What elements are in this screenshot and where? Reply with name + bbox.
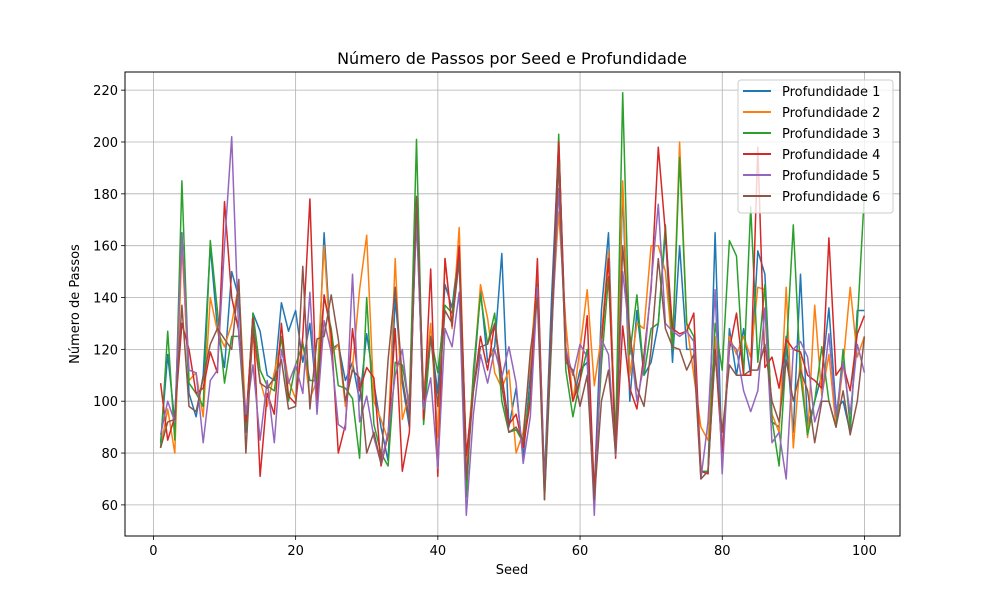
y-tick-label: 80: [101, 447, 118, 462]
y-tick-label: 100: [93, 395, 118, 410]
legend-entry-label: Profundidade 3: [782, 127, 880, 142]
series-line-6: [159, 161, 866, 501]
legend-entry-label: Profundidade 4: [782, 148, 880, 163]
legend-entry-label: Profundidade 2: [782, 106, 880, 121]
y-tick-label: 160: [93, 240, 118, 255]
x-tick-label: 0: [149, 544, 157, 559]
series-line-2: [159, 141, 866, 488]
y-tick-label: 120: [93, 343, 118, 358]
y-tick-label: 60: [101, 499, 118, 514]
y-tick-label: 140: [93, 292, 118, 307]
x-tick-label: 40: [430, 544, 447, 559]
legend-entry-label: Profundidade 1: [782, 85, 880, 100]
x-tick-label: 60: [572, 544, 589, 559]
plot-frame: [124, 71, 901, 537]
y-tick-label: 220: [93, 84, 118, 99]
legend: Profundidade 1 Profundidade 2 Profundidade…: [737, 79, 894, 214]
ticks: 0 20 40 60 80 100 60 80 100 120 140 160 180 200 220: [93, 84, 877, 559]
x-tick-label: 80: [714, 544, 731, 559]
x-tick-label: 100: [852, 544, 877, 559]
x-tick-label: 20: [287, 544, 304, 559]
y-axis-title: Número de Passos: [68, 244, 83, 364]
chart-title: Número de Passos por Seed e Profundidade: [337, 49, 687, 68]
legend-box: [737, 79, 894, 214]
grid: [125, 72, 900, 536]
legend-entry-label: Profundidade 5: [782, 169, 880, 184]
series-line-5: [159, 136, 866, 517]
y-tick-label: 180: [93, 188, 118, 203]
legend-entry-label: Profundidade 6: [782, 190, 880, 205]
series-lines: [159, 91, 866, 517]
x-axis-title: Seed: [496, 563, 529, 578]
y-tick-label: 200: [93, 136, 118, 151]
